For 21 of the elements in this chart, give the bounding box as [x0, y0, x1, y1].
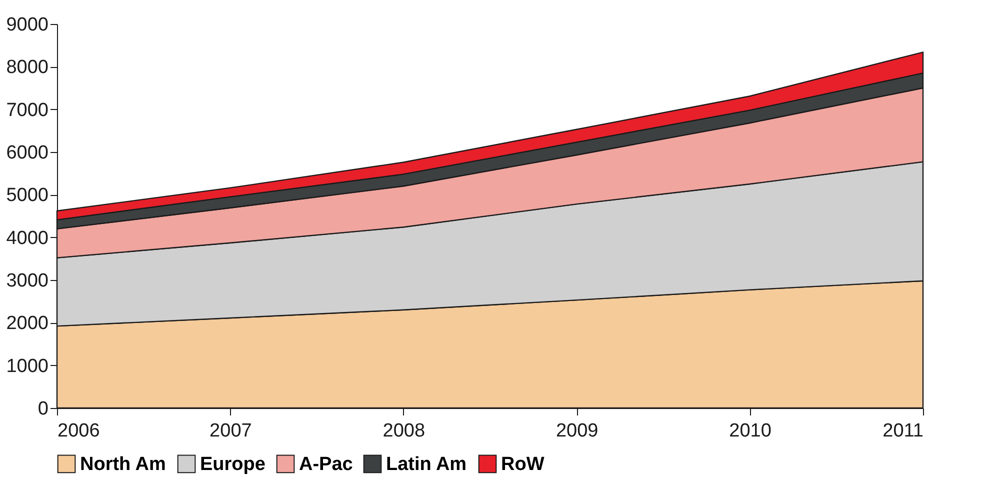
y-tick-label: 6000: [6, 142, 48, 164]
y-tick-label: 1000: [6, 356, 48, 377]
legend-label: Europe: [200, 454, 266, 475]
legend-label: Latin Am: [386, 454, 467, 475]
x-tick-label: 2009: [556, 420, 598, 442]
x-tick-label: 2011: [882, 420, 924, 442]
y-tick-label: 5000: [6, 185, 48, 206]
y-tick-label: 3000: [6, 270, 48, 292]
legend-label: RoW: [501, 454, 544, 475]
x-tick-label: 2008: [382, 420, 426, 442]
legend-label: A-Pac: [299, 454, 354, 475]
y-tick-label: 0: [38, 398, 48, 420]
y-tick-label: 7000: [6, 100, 48, 121]
y-tick-label: 8000: [6, 57, 48, 78]
y-tick-label: 9000: [6, 14, 48, 36]
x-tick-label: 2007: [210, 420, 252, 442]
y-tick-label: 2000: [6, 313, 48, 334]
x-tick-label: 2010: [729, 420, 772, 442]
legend-label: North Am: [80, 454, 166, 475]
y-tick-label: 4000: [6, 228, 48, 249]
x-tick-label: 2006: [58, 420, 100, 442]
